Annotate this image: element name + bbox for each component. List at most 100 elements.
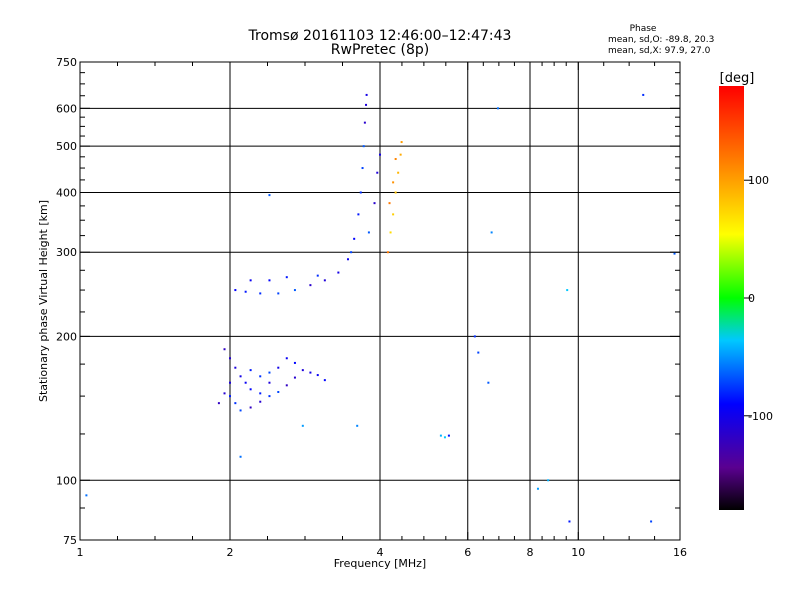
colorbar-label: [deg] <box>720 71 755 86</box>
data-point <box>473 335 476 338</box>
data-point <box>487 381 490 384</box>
x-tick-label: 10 <box>571 546 585 559</box>
data-point <box>363 121 366 124</box>
data-point <box>293 289 296 292</box>
data-point <box>397 171 400 174</box>
colorbar <box>719 86 744 510</box>
chart-subtitle: RwPretec (8p) <box>331 42 429 58</box>
x-axis-label: Frequency [MHz] <box>334 557 426 570</box>
data-point <box>301 369 304 372</box>
data-point <box>285 276 288 279</box>
data-point <box>285 357 288 360</box>
data-point <box>350 251 353 254</box>
colorbar-ticks: 100 0 -100 <box>744 174 773 423</box>
data-point <box>357 213 360 216</box>
data-point <box>268 395 271 398</box>
data-point <box>229 357 231 360</box>
data-point <box>249 369 252 372</box>
data-point <box>309 371 312 374</box>
data-point <box>268 371 271 374</box>
data-point <box>323 279 326 282</box>
data-point <box>400 141 403 144</box>
x-tick-label: 16 <box>673 546 687 559</box>
data-point <box>239 375 242 378</box>
data-point <box>268 194 271 197</box>
y-tick-label: 750 <box>56 56 77 69</box>
data-point <box>229 395 231 398</box>
y-tick-label: 500 <box>56 140 77 153</box>
data-point <box>301 424 304 427</box>
data-point <box>439 434 442 437</box>
data-point <box>249 406 252 409</box>
data-point <box>234 289 237 292</box>
data-point <box>353 237 356 240</box>
grid-lines <box>80 62 680 540</box>
x-tick-label: 1 <box>77 546 84 559</box>
y-tick-label: 600 <box>56 102 77 115</box>
stats-o-line: mean, sd,O: -89.8, 20.3 <box>608 35 714 45</box>
data-point <box>359 191 362 194</box>
data-point <box>249 388 252 391</box>
data-point <box>389 231 392 234</box>
data-point <box>239 455 242 458</box>
x-tick-label: 2 <box>227 546 234 559</box>
data-point <box>477 351 480 354</box>
data-point <box>388 202 391 205</box>
x-tick-label: 8 <box>527 546 534 559</box>
data-point <box>547 479 550 482</box>
data-point <box>277 390 280 393</box>
data-point <box>568 520 571 523</box>
data-point <box>447 434 450 437</box>
data-point <box>316 274 319 277</box>
data-point <box>496 107 499 110</box>
stats-title: Phase <box>630 24 657 34</box>
data-point <box>346 258 349 261</box>
data-point <box>85 494 88 497</box>
data-point <box>277 366 280 369</box>
data-point <box>443 436 446 439</box>
data-point <box>673 252 676 255</box>
data-point <box>259 392 262 395</box>
y-tick-label: 100 <box>56 474 77 487</box>
data-point <box>259 292 262 295</box>
data-point <box>244 381 247 384</box>
data-point <box>379 153 381 156</box>
colorbar-tick-label: 0 <box>748 292 755 305</box>
data-point <box>234 366 237 369</box>
data-point <box>259 375 262 378</box>
data-point <box>566 289 569 292</box>
colorbar-tick-label: -100 <box>748 410 773 423</box>
colorbar-tick-label: 100 <box>748 174 769 187</box>
data-point <box>337 271 340 274</box>
data-point <box>361 167 364 170</box>
data-point <box>316 374 319 377</box>
data-point <box>392 213 395 216</box>
x-tick-label: 6 <box>464 546 471 559</box>
data-point <box>373 202 376 205</box>
data-point <box>293 376 296 379</box>
y-tick-label: 400 <box>56 186 77 199</box>
data-point <box>365 103 368 106</box>
data-point <box>536 487 539 490</box>
data-point <box>268 381 271 384</box>
data-point <box>285 384 288 387</box>
data-point <box>249 279 252 282</box>
y-axis-label: Stationary phase Virtual Height [km] <box>37 200 50 402</box>
data-point <box>650 520 653 523</box>
data-point <box>259 400 262 403</box>
data-point <box>356 424 359 427</box>
data-point <box>394 158 397 161</box>
x-tick-label: 4 <box>377 546 384 559</box>
data-point <box>239 409 242 412</box>
y-tick-label: 200 <box>56 330 77 343</box>
y-tick-label: 75 <box>63 534 77 547</box>
data-point <box>386 251 389 254</box>
data-point <box>217 402 220 405</box>
data-point <box>277 292 280 295</box>
data-point <box>365 93 368 96</box>
data-point <box>268 279 271 282</box>
data-point <box>244 290 247 293</box>
data-point <box>223 348 226 351</box>
data-point <box>309 284 312 287</box>
